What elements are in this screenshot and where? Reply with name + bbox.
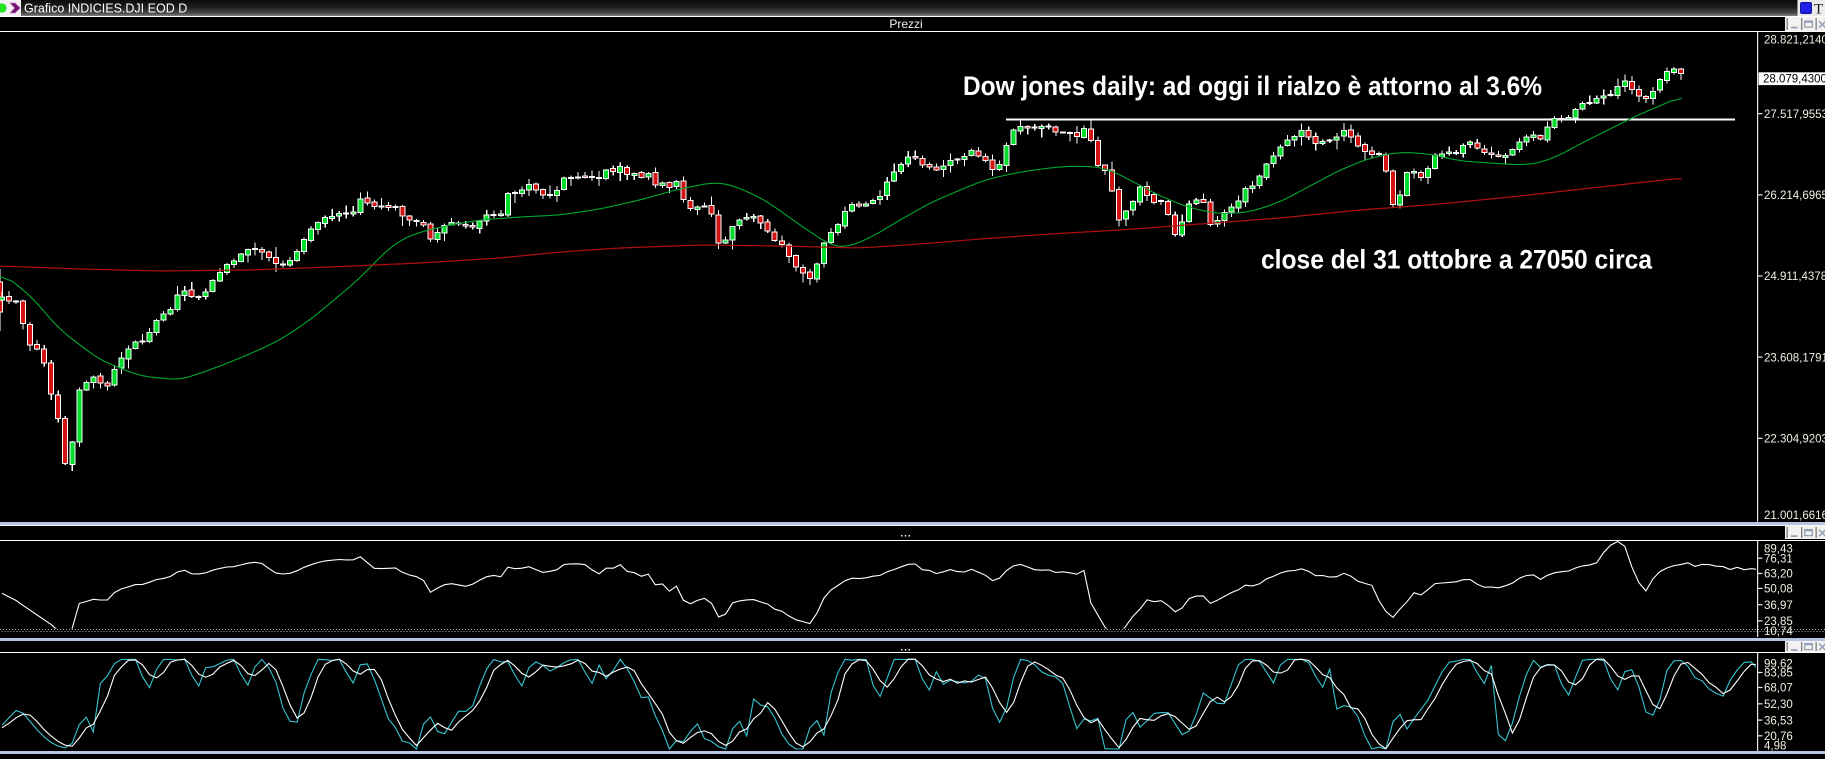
svg-text:50,08: 50,08 <box>1764 584 1793 596</box>
svg-text:23.608,1791: 23.608,1791 <box>1764 352 1825 364</box>
svg-text:68,07: 68,07 <box>1764 683 1793 695</box>
svg-text:24.911,4378: 24.911,4378 <box>1764 271 1825 283</box>
svg-text:27.517,9553: 27.517,9553 <box>1764 109 1825 121</box>
svg-text:...: ... <box>900 529 911 540</box>
svg-text:Grafico INDICIES.DJI EOD D: Grafico INDICIES.DJI EOD D <box>24 2 187 16</box>
svg-text:28.821,2140: 28.821,2140 <box>1764 35 1825 47</box>
svg-text:T: T <box>1814 2 1823 18</box>
svg-text:21.001,6616: 21.001,6616 <box>1764 510 1825 522</box>
svg-text:28.079,4300: 28.079,4300 <box>1763 74 1825 86</box>
svg-text:83,85: 83,85 <box>1764 668 1793 680</box>
svg-text:close del 31 ottobre a 27050 c: close del 31 ottobre a 27050 circa <box>1261 245 1653 275</box>
svg-text:Dow jones daily: ad oggi il ri: Dow jones daily: ad oggi il rialzo è att… <box>963 71 1542 101</box>
svg-text:...: ... <box>900 643 911 654</box>
svg-text:22.304,9203: 22.304,9203 <box>1764 434 1825 446</box>
svg-text:36,97: 36,97 <box>1764 600 1793 612</box>
svg-text:76,31: 76,31 <box>1764 553 1793 565</box>
svg-text:63,20: 63,20 <box>1764 569 1793 581</box>
svg-text:52,30: 52,30 <box>1764 699 1793 711</box>
svg-text:4,98: 4,98 <box>1764 740 1786 752</box>
svg-text:26.214,6965: 26.214,6965 <box>1764 190 1825 202</box>
svg-text:36,53: 36,53 <box>1764 715 1793 727</box>
svg-text:10,74: 10,74 <box>1764 626 1793 638</box>
svg-text:Prezzi: Prezzi <box>889 17 922 31</box>
